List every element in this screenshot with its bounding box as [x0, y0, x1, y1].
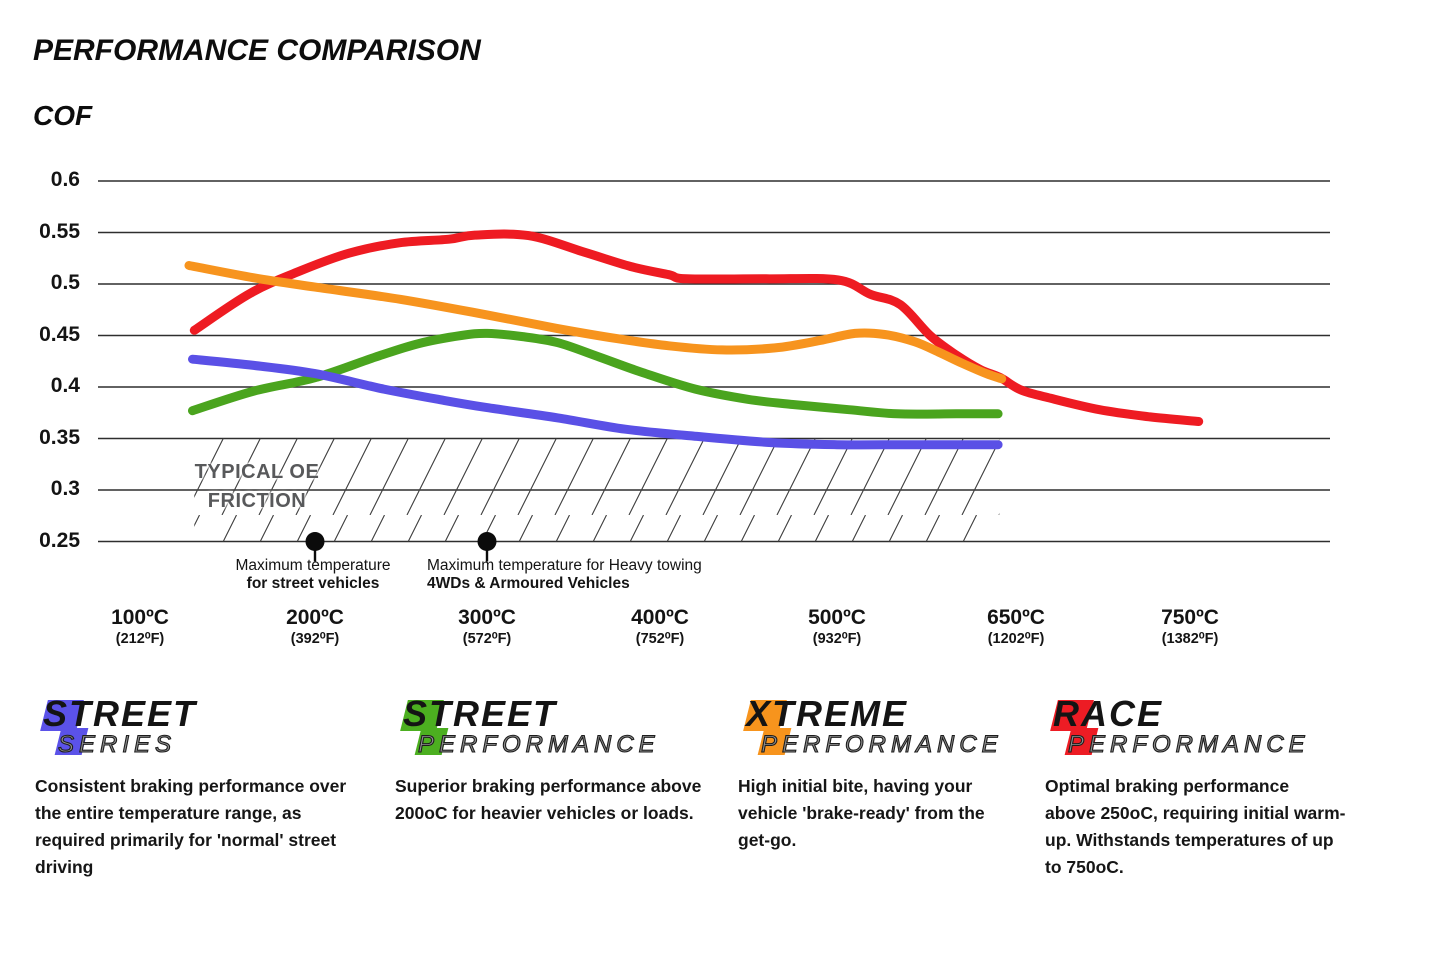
- x-axis-tick-label-c: 100ºC: [111, 606, 169, 629]
- x-axis-tick-label-f: (572⁰F): [462, 631, 512, 647]
- annotation-line: 4WDs & Armoured Vehicles: [427, 575, 630, 592]
- oe-friction-label: TYPICAL OE FRICTION: [194, 461, 320, 512]
- y-axis-tick-label: 0.6: [50, 168, 80, 191]
- cof-line-chart: [98, 180, 1330, 562]
- series-line-race-performance: [189, 229, 1204, 426]
- y-axis-tick-label: 0.45: [39, 322, 80, 346]
- x-axis-tick-label-f: (932⁰F): [812, 631, 862, 647]
- logo-word-primary: XTREME: [746, 693, 909, 734]
- marker-dots: [305, 532, 497, 562]
- page-title: PERFORMANCE COMPARISON: [33, 34, 481, 67]
- marker-annotation-street: Maximum temperature for street vehicles: [183, 557, 443, 593]
- series-line-street-series: [188, 354, 1003, 450]
- x-axis-tick-label-f: (1202⁰F): [987, 631, 1045, 647]
- logo-word-secondary: PERFORMANCE: [760, 730, 1003, 758]
- x-axis-tick-label-c: 400ºC: [631, 606, 689, 629]
- annotation-line: Maximum temperature: [235, 557, 391, 574]
- logo-word-primary: STREET: [43, 693, 198, 734]
- x-axis-tick-label-c: 300ºC: [458, 606, 516, 629]
- y-axis-title: COF: [33, 100, 93, 131]
- y-axis-tick-label: 0.35: [39, 425, 80, 449]
- x-axis-tick-label-c: 500ºC: [808, 606, 866, 629]
- y-axis-tick-label: 0.55: [39, 219, 80, 243]
- x-axis-tick-label-c: 200ºC: [286, 606, 344, 629]
- y-axis-tick-label: 0.5: [50, 271, 80, 294]
- logo-word-secondary: SERIES: [57, 730, 177, 758]
- y-axis-tick-label: 0.25: [39, 528, 80, 552]
- x-axis-tick-label-c: 750ºC: [1161, 606, 1219, 629]
- marker-annotation-towing: Maximum temperature for Heavy towing 4WD…: [427, 557, 767, 593]
- legend-description: Superior braking performance above 200oC…: [395, 776, 702, 823]
- y-axis-tick-label: 0.4: [50, 374, 80, 397]
- x-axis-tick-label-f: (752⁰F): [635, 631, 685, 647]
- oe-friction-band: [194, 438, 1000, 542]
- logo-word-primary: STREET: [403, 693, 558, 734]
- y-axis-tick-label: 0.3: [50, 477, 80, 500]
- x-axis-tick-label-f: (1382⁰F): [1161, 631, 1219, 647]
- hatch-region: [194, 438, 1000, 542]
- logo-word-secondary: PERFORMANCE: [1067, 730, 1310, 758]
- series-line-street-performance: [188, 328, 1003, 419]
- annotation-line: Maximum temperature for Heavy towing: [427, 557, 702, 574]
- x-axis-tick-label-f: (212⁰F): [115, 631, 165, 647]
- series-lines: [184, 229, 1204, 450]
- x-axis-tick-label-f: (392⁰F): [290, 631, 340, 647]
- logo-word-secondary: PERFORMANCE: [417, 730, 660, 758]
- legend-description: Optimal braking performance above 250oC,…: [1045, 776, 1346, 877]
- logo-word-primary: RACE: [1053, 693, 1164, 734]
- x-axis-tick-label-c: 650ºC: [987, 606, 1045, 629]
- marker-dot: [305, 532, 325, 551]
- legend-description: High initial bite, having your vehicle '…: [738, 776, 985, 850]
- legend-description: Consistent braking performance over the …: [35, 776, 347, 877]
- series-line-xtreme-performance: [184, 261, 1007, 384]
- marker-dot: [477, 532, 497, 551]
- annotation-line: for street vehicles: [246, 575, 380, 592]
